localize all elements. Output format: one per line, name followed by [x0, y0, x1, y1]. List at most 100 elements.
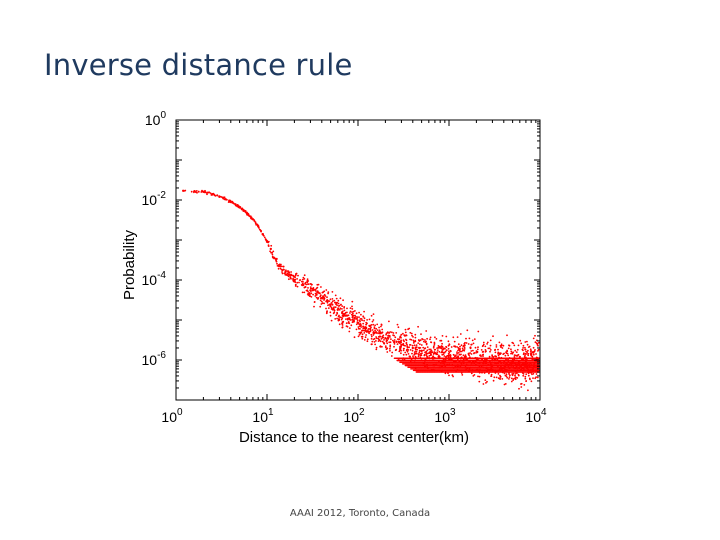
data-point: [351, 316, 354, 319]
data-point: [193, 190, 196, 193]
data-point: [524, 346, 526, 349]
data-point: [510, 377, 513, 380]
data-point: [364, 336, 367, 339]
data-point: [522, 353, 525, 356]
data-point: [375, 331, 377, 333]
data-point: [372, 313, 375, 315]
data-point: [470, 353, 473, 355]
data-point: [534, 377, 537, 380]
data-point: [311, 283, 313, 286]
data-point: [526, 340, 528, 343]
data-point: [513, 356, 516, 358]
data-point: [362, 327, 365, 330]
data-point: [445, 335, 448, 338]
data-point: [326, 310, 328, 312]
data-point: [493, 376, 496, 379]
data-point: [363, 319, 365, 322]
data-point: [389, 345, 392, 348]
data-point: [430, 349, 433, 352]
data-point: [213, 194, 216, 197]
data-point: [414, 333, 417, 336]
data-point: [455, 354, 457, 357]
data-point: [201, 189, 203, 192]
data-point: [377, 337, 380, 340]
data-point: [457, 343, 460, 346]
data-point: [403, 340, 405, 343]
data-point: [400, 349, 402, 352]
data-point: [487, 347, 490, 350]
data-point: [349, 310, 352, 313]
data-point: [410, 332, 413, 335]
data-point: [473, 338, 476, 340]
data-point: [292, 275, 295, 278]
data-point: [204, 189, 206, 192]
data-point: [247, 213, 250, 216]
data-point: [363, 332, 366, 334]
data-point: [519, 339, 522, 342]
data-point: [412, 342, 415, 344]
data-point: [280, 263, 282, 266]
data-point: [357, 327, 360, 330]
data-point: [355, 312, 358, 315]
data-point: [459, 345, 461, 348]
data-point: [469, 346, 472, 349]
data-point: [348, 327, 351, 329]
data-point: [419, 339, 422, 342]
data-point: [355, 323, 358, 326]
data-point: [300, 280, 303, 283]
data-point: [271, 253, 274, 256]
data-point: [312, 293, 314, 296]
data-point: [526, 343, 529, 346]
data-point: [417, 355, 420, 358]
data-point: [353, 316, 356, 319]
data-point: [284, 270, 287, 273]
data-point: [514, 378, 517, 381]
data-point: [525, 380, 528, 382]
data-point: [497, 377, 500, 380]
data-point: [335, 314, 338, 317]
data-point: [293, 278, 296, 282]
data-point: [415, 346, 417, 348]
data-point: [415, 350, 418, 353]
data-point: [340, 303, 342, 306]
data-point: [397, 338, 399, 341]
data-point: [218, 195, 221, 198]
data-point: [329, 311, 332, 314]
data-point: [478, 375, 481, 378]
data-point: [305, 283, 308, 286]
data-point: [313, 301, 316, 303]
data-point: [447, 340, 450, 343]
data-point: [331, 303, 334, 306]
data-point: [508, 344, 511, 347]
data-point: [206, 193, 208, 196]
data-point: [409, 331, 412, 334]
data-point: [307, 287, 309, 289]
data-point: [190, 190, 193, 193]
data-point: [388, 341, 391, 344]
data-point: [484, 351, 487, 353]
data-point: [338, 308, 341, 311]
data-point: [336, 317, 338, 320]
data-point: [337, 299, 340, 302]
data-point: [514, 349, 517, 352]
data-point: [481, 345, 484, 348]
data-point: [430, 341, 433, 344]
data-point: [375, 337, 378, 340]
data-point: [418, 349, 421, 352]
data-point: [532, 377, 534, 379]
data-point: [331, 291, 334, 293]
data-point: [353, 336, 356, 339]
data-point: [412, 336, 414, 338]
data-point: [503, 372, 506, 375]
data-point: [523, 355, 526, 358]
data-point: [507, 354, 510, 357]
data-point: [424, 339, 426, 341]
data-point: [334, 318, 337, 320]
data-point: [372, 338, 375, 341]
data-point: [527, 349, 529, 352]
data-point: [490, 373, 493, 376]
data-point: [527, 354, 530, 357]
data-point: [287, 270, 290, 272]
slide-title: Inverse distance rule: [44, 48, 353, 82]
data-point: [427, 352, 429, 355]
